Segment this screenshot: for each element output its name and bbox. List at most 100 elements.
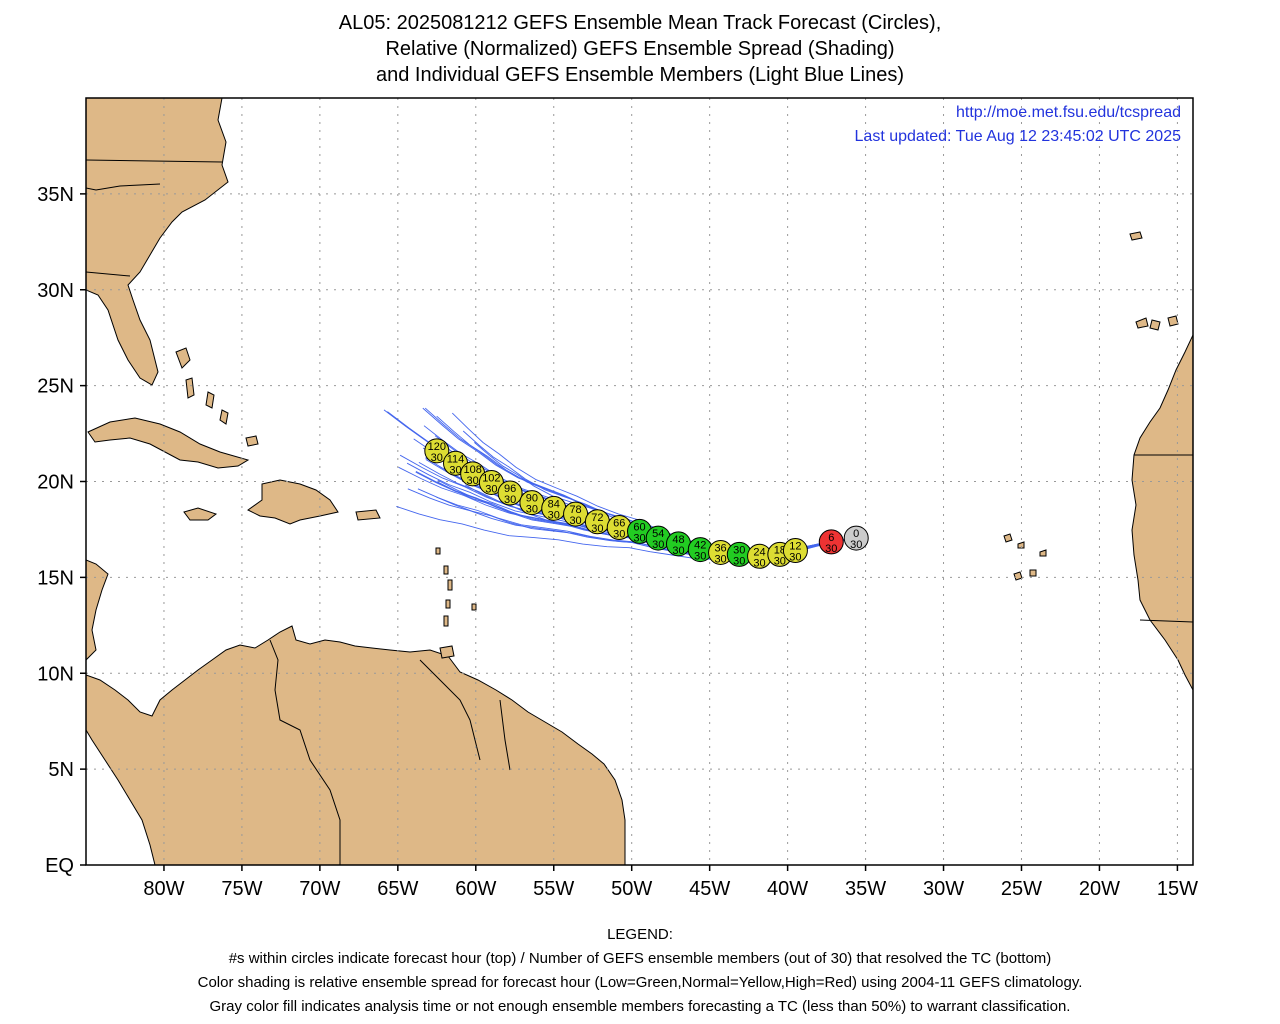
source-url[interactable]: http://moe.met.fsu.edu/tcspread xyxy=(956,104,1181,121)
track-hour: 78 xyxy=(569,504,581,516)
track-members: 30 xyxy=(449,464,461,476)
border-us-3 xyxy=(86,271,131,277)
tick-label-lat-0: EQ xyxy=(45,855,74,877)
track-members: 30 xyxy=(569,515,581,527)
track-hour: 42 xyxy=(694,540,706,552)
land-lesser-antilles-1 xyxy=(435,547,441,555)
tick-label-lat-4: 20N xyxy=(37,472,74,494)
title-line-1: AL05: 2025081212 GEFS Ensemble Mean Trac… xyxy=(338,12,942,34)
legend-line-3: Gray color fill indicates analysis time … xyxy=(209,998,1071,1015)
tick-label-lat-3: 15N xyxy=(37,567,74,589)
track-circle xyxy=(782,538,808,564)
track-hour: 108 xyxy=(463,464,481,476)
land-jamaica xyxy=(183,507,218,521)
track-hour: 90 xyxy=(526,493,538,505)
land-hispaniola xyxy=(247,479,339,525)
borders xyxy=(86,159,1193,865)
tick-label-lon-3: 65W xyxy=(377,878,418,900)
track-members: 30 xyxy=(753,557,765,569)
title-line-2: Relative (Normalized) GEFS Ensemble Spre… xyxy=(385,38,895,60)
tick-label-lon-6: 50W xyxy=(611,878,652,900)
track-members: 30 xyxy=(485,483,497,495)
tick-label-lon-2: 70W xyxy=(299,878,340,900)
track-hour: 30 xyxy=(733,544,745,556)
land-north-america xyxy=(86,98,229,386)
tick-label-lon-5: 55W xyxy=(533,878,574,900)
track-members: 30 xyxy=(467,475,479,487)
track-hour: 6 xyxy=(828,532,834,544)
track-members: 30 xyxy=(694,551,706,563)
land-lesser-antilles-4 xyxy=(445,599,451,609)
land-cape-verde-1 xyxy=(1003,533,1013,543)
tick-label-lat-7: 35N xyxy=(37,184,74,206)
tick-label-lat-6: 30N xyxy=(37,280,74,302)
track-hour: 114 xyxy=(447,453,465,465)
land-africa xyxy=(1131,334,1193,691)
tick-label-lon-12: 20W xyxy=(1079,878,1120,900)
land-canary-3 xyxy=(1167,315,1179,327)
track-hour: 66 xyxy=(613,518,625,530)
axis-ticks: 80W 75W 70W 65W 60W 55W 50W 45W 40W 35W 30W 25W 20W 1… xyxy=(37,184,1198,900)
border-sa-1 xyxy=(269,639,341,865)
track-hour: 96 xyxy=(504,483,516,495)
track-members: 30 xyxy=(652,539,664,551)
track-hour: 54 xyxy=(652,528,664,540)
track-hour: 36 xyxy=(714,542,726,554)
track-members: 30 xyxy=(526,504,538,516)
land-lesser-antilles-5 xyxy=(443,615,449,627)
track-members: 30 xyxy=(825,543,837,555)
land-central-america xyxy=(86,559,109,661)
track-members: 30 xyxy=(633,532,645,544)
land-cape-verde-3 xyxy=(1039,549,1047,557)
tick-label-lat-5: 25N xyxy=(37,376,74,398)
legend-line-2: Color shading is relative ensemble sprea… xyxy=(197,974,1083,991)
legend-line-1: #s within circles indicate forecast hour… xyxy=(228,950,1052,967)
land-canary-1 xyxy=(1135,317,1149,329)
track-members: 30 xyxy=(789,552,801,564)
track-members: 30 xyxy=(774,555,786,567)
track-hour: 102 xyxy=(482,472,500,484)
tick-label-lat-1: 5N xyxy=(48,759,74,781)
land-barbados xyxy=(471,603,477,611)
border-us-1 xyxy=(86,159,223,163)
track-hour: 72 xyxy=(591,512,603,524)
track-members: 30 xyxy=(591,523,603,535)
last-updated: Last updated: Tue Aug 12 23:45:02 UTC 20… xyxy=(855,128,1182,145)
track-members: 30 xyxy=(733,555,745,567)
tick-label-lon-4: 60W xyxy=(455,878,496,900)
track-hour: 18 xyxy=(774,544,786,556)
tick-label-lat-2: 10N xyxy=(37,663,74,685)
land-puerto-rico xyxy=(355,509,381,521)
land-bahamas-cat xyxy=(219,409,229,425)
border-sa-3 xyxy=(499,699,511,771)
track-members: 30 xyxy=(714,553,726,565)
tick-label-lon-7: 45W xyxy=(689,878,730,900)
legend-heading: LEGEND: xyxy=(607,926,673,943)
land-cuba xyxy=(87,417,250,469)
land-bahamas-eleuthera xyxy=(205,391,215,409)
tick-label-lon-0: 80W xyxy=(143,878,184,900)
land-canary-2 xyxy=(1149,319,1161,331)
track-circle xyxy=(818,529,844,555)
land-cape-verde-2 xyxy=(1017,541,1025,549)
border-africa-2 xyxy=(1139,619,1193,623)
land-bahamas-andros xyxy=(175,347,191,369)
track-hour: 120 xyxy=(428,441,446,453)
track-hour: 24 xyxy=(753,546,765,558)
chart-title: AL05: 2025081212 GEFS Ensemble Mean Trac… xyxy=(0,10,1280,88)
tick-label-lon-8: 40W xyxy=(767,878,808,900)
